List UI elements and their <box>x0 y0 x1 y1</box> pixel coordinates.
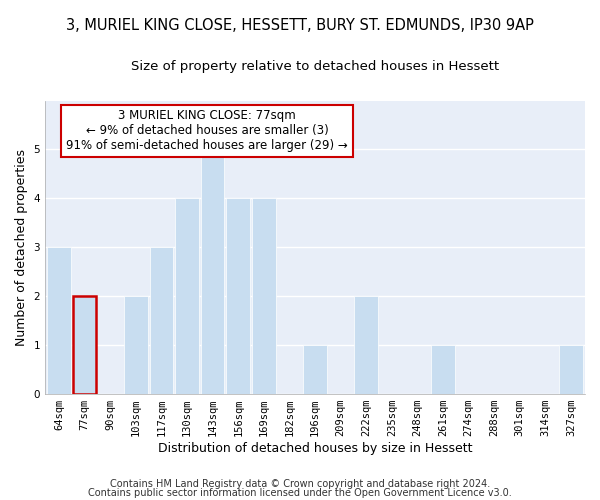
Text: 3, MURIEL KING CLOSE, HESSETT, BURY ST. EDMUNDS, IP30 9AP: 3, MURIEL KING CLOSE, HESSETT, BURY ST. … <box>66 18 534 32</box>
Bar <box>47 248 71 394</box>
Bar <box>303 345 327 394</box>
Bar <box>252 198 275 394</box>
Bar <box>73 296 97 394</box>
Bar <box>559 345 583 394</box>
Bar <box>150 248 173 394</box>
Bar <box>431 345 455 394</box>
Y-axis label: Number of detached properties: Number of detached properties <box>15 149 28 346</box>
Title: Size of property relative to detached houses in Hessett: Size of property relative to detached ho… <box>131 60 499 73</box>
Text: Contains public sector information licensed under the Open Government Licence v3: Contains public sector information licen… <box>88 488 512 498</box>
Bar <box>355 296 378 394</box>
Bar <box>124 296 148 394</box>
X-axis label: Distribution of detached houses by size in Hessett: Distribution of detached houses by size … <box>158 442 472 455</box>
Bar <box>226 198 250 394</box>
Bar <box>201 150 224 394</box>
Bar <box>175 198 199 394</box>
Text: Contains HM Land Registry data © Crown copyright and database right 2024.: Contains HM Land Registry data © Crown c… <box>110 479 490 489</box>
Text: 3 MURIEL KING CLOSE: 77sqm
← 9% of detached houses are smaller (3)
91% of semi-d: 3 MURIEL KING CLOSE: 77sqm ← 9% of detac… <box>66 110 348 152</box>
